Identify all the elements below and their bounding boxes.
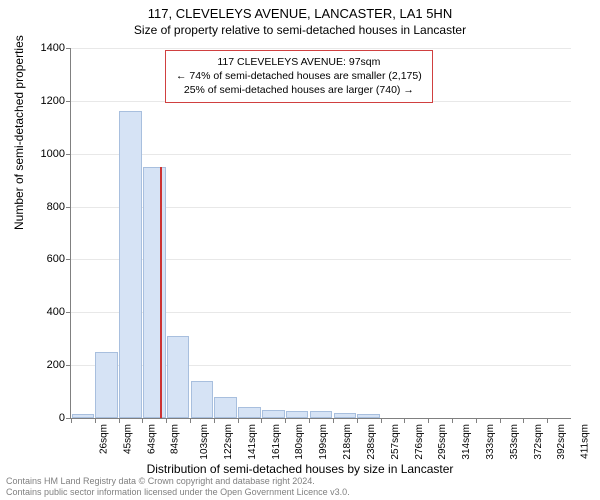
bar xyxy=(310,411,333,418)
bar xyxy=(286,411,309,418)
xtick-mark xyxy=(428,418,429,423)
xtick-mark xyxy=(142,418,143,423)
xtick-label: 353sqm xyxy=(509,424,520,460)
xtick-label: 45sqm xyxy=(122,424,133,454)
ytick-label: 800 xyxy=(25,201,65,213)
bar xyxy=(119,111,142,418)
ytick-mark xyxy=(66,154,71,155)
bar xyxy=(191,381,214,418)
xtick-mark xyxy=(476,418,477,423)
xtick-label: 26sqm xyxy=(99,424,110,454)
xtick-mark xyxy=(119,418,120,423)
gridline xyxy=(71,154,571,155)
xtick-label: 238sqm xyxy=(366,424,377,460)
xtick-mark xyxy=(452,418,453,423)
ytick-mark xyxy=(66,259,71,260)
y-axis-label: Number of semi-detached properties xyxy=(12,35,26,230)
xtick-label: 180sqm xyxy=(295,424,306,460)
xtick-mark xyxy=(523,418,524,423)
footer-line-2: Contains public sector information licen… xyxy=(6,487,350,498)
ytick-mark xyxy=(66,365,71,366)
ytick-mark xyxy=(66,312,71,313)
xtick-label: 199sqm xyxy=(318,424,329,460)
ytick-label: 1200 xyxy=(25,95,65,107)
ytick-mark xyxy=(66,101,71,102)
xtick-label: 257sqm xyxy=(390,424,401,460)
footer-line-1: Contains HM Land Registry data © Crown c… xyxy=(6,476,350,487)
xtick-mark xyxy=(71,418,72,423)
info-line-2: ← 74% of semi-detached houses are smalle… xyxy=(176,69,422,83)
bar xyxy=(167,336,190,418)
xtick-label: 276sqm xyxy=(414,424,425,460)
bar xyxy=(95,352,118,418)
xtick-label: 411sqm xyxy=(580,424,591,459)
xtick-label: 122sqm xyxy=(223,424,234,460)
xtick-label: 392sqm xyxy=(556,424,567,460)
page-subtitle: Size of property relative to semi-detach… xyxy=(0,21,600,37)
xtick-mark xyxy=(261,418,262,423)
info-box: 117 CLEVELEYS AVENUE: 97sqm ← 74% of sem… xyxy=(165,50,433,103)
xtick-label: 84sqm xyxy=(170,424,181,454)
bar xyxy=(143,167,166,418)
bar xyxy=(238,407,261,418)
xtick-label: 218sqm xyxy=(342,424,353,460)
info-line-1: 117 CLEVELEYS AVENUE: 97sqm xyxy=(176,55,422,69)
chart: 020040060080010001200140026sqm45sqm64sqm… xyxy=(70,48,570,418)
xtick-mark xyxy=(95,418,96,423)
xtick-mark xyxy=(500,418,501,423)
page-title: 117, CLEVELEYS AVENUE, LANCASTER, LA1 5H… xyxy=(0,0,600,21)
ytick-mark xyxy=(66,48,71,49)
ytick-label: 1400 xyxy=(25,42,65,54)
xtick-label: 295sqm xyxy=(437,424,448,460)
xtick-label: 103sqm xyxy=(199,424,210,460)
marker-line xyxy=(160,167,162,418)
bar xyxy=(72,414,95,418)
xtick-mark xyxy=(309,418,310,423)
xtick-mark xyxy=(238,418,239,423)
ytick-label: 200 xyxy=(25,359,65,371)
bar xyxy=(334,413,357,418)
bar xyxy=(357,414,380,418)
footer: Contains HM Land Registry data © Crown c… xyxy=(6,476,350,498)
xtick-mark xyxy=(190,418,191,423)
ytick-label: 1000 xyxy=(25,148,65,160)
ytick-label: 600 xyxy=(25,253,65,265)
ytick-label: 0 xyxy=(25,412,65,424)
x-axis-label: Distribution of semi-detached houses by … xyxy=(0,462,600,476)
xtick-mark xyxy=(214,418,215,423)
xtick-label: 314sqm xyxy=(461,424,472,460)
bar xyxy=(262,410,285,418)
xtick-mark xyxy=(381,418,382,423)
xtick-label: 333sqm xyxy=(485,424,496,460)
gridline xyxy=(71,48,571,49)
xtick-label: 161sqm xyxy=(271,424,282,460)
xtick-mark xyxy=(404,418,405,423)
xtick-label: 64sqm xyxy=(146,424,157,454)
ytick-mark xyxy=(66,207,71,208)
ytick-label: 400 xyxy=(25,306,65,318)
bar xyxy=(214,397,237,418)
xtick-mark xyxy=(285,418,286,423)
xtick-label: 372sqm xyxy=(533,424,544,460)
info-line-3: 25% of semi-detached houses are larger (… xyxy=(176,83,422,97)
xtick-mark xyxy=(333,418,334,423)
xtick-mark xyxy=(166,418,167,423)
xtick-label: 141sqm xyxy=(247,424,258,460)
xtick-mark xyxy=(357,418,358,423)
plot-area: 020040060080010001200140026sqm45sqm64sqm… xyxy=(70,48,571,419)
xtick-mark xyxy=(547,418,548,423)
